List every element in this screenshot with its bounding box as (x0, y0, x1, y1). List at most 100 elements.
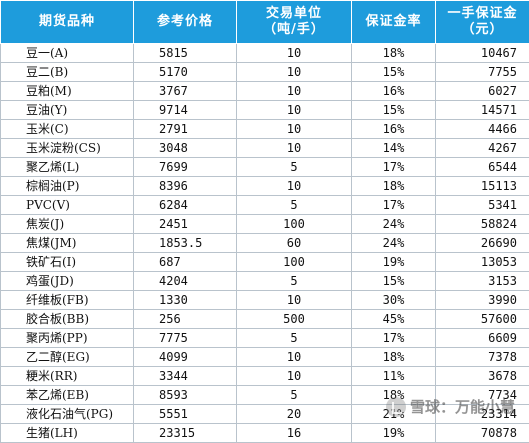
cell-margin-rate: 18% (352, 348, 436, 367)
cell-trading-unit: 5 (237, 158, 352, 177)
header-trading-unit: 交易单位 （吨/手） (237, 1, 352, 44)
cell-reference-price: 23315 (134, 424, 237, 443)
cell-margin-rate: 19% (352, 253, 436, 272)
cell-reference-price: 3344 (134, 367, 237, 386)
cell-margin-per-lot: 7734 (436, 386, 529, 405)
cell-variety: 鸡蛋(JD) (1, 272, 134, 291)
cell-reference-price: 1330 (134, 291, 237, 310)
cell-reference-price: 1853.5 (134, 234, 237, 253)
cell-variety: 豆粕(M) (1, 82, 134, 101)
cell-trading-unit: 5 (237, 196, 352, 215)
cell-margin-per-lot: 6027 (436, 82, 529, 101)
header-variety: 期货品种 (1, 1, 134, 44)
cell-margin-rate: 19% (352, 424, 436, 443)
cell-reference-price: 4204 (134, 272, 237, 291)
cell-margin-per-lot: 57600 (436, 310, 529, 329)
cell-margin-per-lot: 58824 (436, 215, 529, 234)
table-header: 期货品种 参考价格 交易单位 （吨/手） 保证金率 一手保证金 （元） (1, 1, 529, 44)
cell-variety: 焦煤(JM) (1, 234, 134, 253)
cell-trading-unit: 10 (237, 367, 352, 386)
cell-margin-rate: 16% (352, 82, 436, 101)
cell-margin-per-lot: 15113 (436, 177, 529, 196)
cell-margin-per-lot: 14571 (436, 101, 529, 120)
cell-margin-rate: 45% (352, 310, 436, 329)
cell-margin-per-lot: 3678 (436, 367, 529, 386)
cell-variety: PVC(V) (1, 196, 134, 215)
header-margin-per-lot: 一手保证金 （元） (436, 1, 529, 44)
cell-margin-rate: 14% (352, 139, 436, 158)
cell-variety: 棕榈油(P) (1, 177, 134, 196)
cell-trading-unit: 500 (237, 310, 352, 329)
cell-trading-unit: 5 (237, 386, 352, 405)
cell-trading-unit: 10 (237, 82, 352, 101)
cell-variety: 苯乙烯(EB) (1, 386, 134, 405)
cell-margin-per-lot: 7755 (436, 63, 529, 82)
cell-variety: 生猪(LH) (1, 424, 134, 443)
cell-trading-unit: 5 (237, 272, 352, 291)
cell-variety: 胶合板(BB) (1, 310, 134, 329)
cell-margin-rate: 17% (352, 196, 436, 215)
cell-trading-unit: 10 (237, 348, 352, 367)
cell-variety: 豆二(B) (1, 63, 134, 82)
cell-variety: 豆一(A) (1, 44, 134, 63)
cell-trading-unit: 10 (237, 139, 352, 158)
header-margin-per-lot-line2: （元） (436, 22, 529, 38)
cell-margin-rate: 15% (352, 272, 436, 291)
cell-reference-price: 2791 (134, 120, 237, 139)
cell-margin-per-lot: 70878 (436, 424, 529, 443)
cell-trading-unit: 16 (237, 424, 352, 443)
cell-reference-price: 9714 (134, 101, 237, 120)
cell-variety: 乙二醇(EG) (1, 348, 134, 367)
cell-reference-price: 687 (134, 253, 237, 272)
cell-trading-unit: 10 (237, 101, 352, 120)
cell-trading-unit: 5 (237, 329, 352, 348)
cell-margin-per-lot: 26690 (436, 234, 529, 253)
cell-reference-price: 4099 (134, 348, 237, 367)
header-trading-unit-line2: （吨/手） (237, 22, 351, 38)
cell-margin-per-lot: 5341 (436, 196, 529, 215)
cell-margin-rate: 17% (352, 158, 436, 177)
cell-margin-rate: 17% (352, 329, 436, 348)
cell-reference-price: 7699 (134, 158, 237, 177)
cell-trading-unit: 100 (237, 253, 352, 272)
header-margin-per-lot-line1: 一手保证金 (436, 6, 529, 22)
cell-margin-per-lot: 10467 (436, 44, 529, 63)
cell-variety: 聚乙烯(L) (1, 158, 134, 177)
cell-margin-rate: 18% (352, 177, 436, 196)
cell-variety: 铁矿石(I) (1, 253, 134, 272)
cell-reference-price: 8593 (134, 386, 237, 405)
cell-reference-price: 3767 (134, 82, 237, 101)
cell-variety: 聚丙烯(PP) (1, 329, 134, 348)
cell-trading-unit: 10 (237, 44, 352, 63)
cell-reference-price: 3048 (134, 139, 237, 158)
cell-margin-per-lot: 4466 (436, 120, 529, 139)
cell-margin-per-lot: 4267 (436, 139, 529, 158)
cell-margin-per-lot: 6609 (436, 329, 529, 348)
header-trading-unit-line1: 交易单位 (237, 6, 351, 22)
cell-reference-price: 5815 (134, 44, 237, 63)
cell-margin-rate: 30% (352, 291, 436, 310)
cell-margin-rate: 16% (352, 120, 436, 139)
cell-margin-rate: 24% (352, 234, 436, 253)
cell-margin-per-lot: 13053 (436, 253, 529, 272)
cell-reference-price: 6284 (134, 196, 237, 215)
cell-reference-price: 7775 (134, 329, 237, 348)
cell-variety: 玉米淀粉(CS) (1, 139, 134, 158)
cell-trading-unit: 10 (237, 63, 352, 82)
cell-margin-rate: 18% (352, 386, 436, 405)
